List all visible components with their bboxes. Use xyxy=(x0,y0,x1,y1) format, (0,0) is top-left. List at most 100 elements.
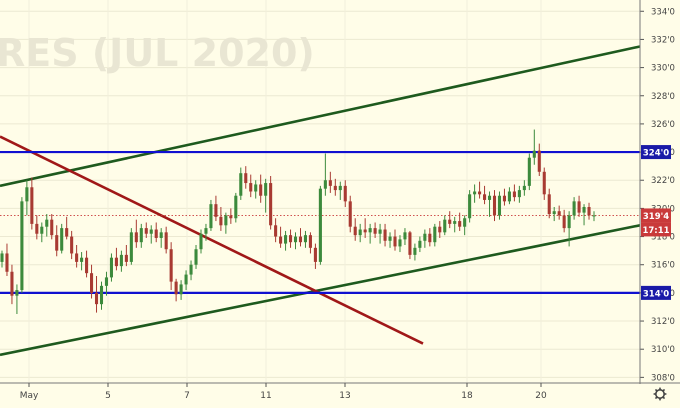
candle-body[interactable] xyxy=(30,187,34,224)
candle-body[interactable] xyxy=(139,228,143,243)
candle-body[interactable] xyxy=(398,239,402,247)
candle-body[interactable] xyxy=(483,194,487,200)
downtrend-line[interactable] xyxy=(0,135,424,345)
candle-body[interactable] xyxy=(164,232,168,250)
channel-upper-line[interactable] xyxy=(0,45,641,188)
candle-body[interactable] xyxy=(25,187,29,202)
candle-body[interactable] xyxy=(35,223,39,234)
candle-body[interactable] xyxy=(149,229,153,234)
candle-body[interactable] xyxy=(55,235,59,251)
candle-body[interactable] xyxy=(582,206,586,213)
candle-body[interactable] xyxy=(333,185,337,191)
candle-body[interactable] xyxy=(234,195,238,219)
candle-body[interactable] xyxy=(15,290,19,296)
candle-body[interactable] xyxy=(20,201,24,291)
candle-body[interactable] xyxy=(373,228,377,234)
candle-body[interactable] xyxy=(328,180,332,186)
candle-body[interactable] xyxy=(547,194,551,215)
candle-body[interactable] xyxy=(204,228,208,234)
candle-body[interactable] xyxy=(279,236,283,244)
candle-body[interactable] xyxy=(169,249,173,282)
candle-body[interactable] xyxy=(363,229,367,233)
candle-body[interactable] xyxy=(368,228,372,233)
candle-body[interactable] xyxy=(60,228,64,251)
candle-body[interactable] xyxy=(443,219,447,233)
candle-body[interactable] xyxy=(567,215,571,229)
candle-body[interactable] xyxy=(308,235,312,248)
candle-body[interactable] xyxy=(572,201,576,216)
candle-body[interactable] xyxy=(293,236,298,243)
candle-body[interactable] xyxy=(254,184,258,192)
candle-body[interactable] xyxy=(473,191,477,195)
candle-body[interactable] xyxy=(249,183,253,192)
candle-body[interactable] xyxy=(40,226,44,234)
candle-body[interactable] xyxy=(323,180,327,189)
candle-body[interactable] xyxy=(159,232,163,238)
candle-body[interactable] xyxy=(388,236,392,241)
candle-body[interactable] xyxy=(517,190,521,198)
candle-body[interactable] xyxy=(0,253,4,262)
candle-body[interactable] xyxy=(259,184,263,196)
candle-body[interactable] xyxy=(458,221,462,227)
candle-body[interactable] xyxy=(154,229,158,238)
candle-body[interactable] xyxy=(552,211,556,215)
candle-body[interactable] xyxy=(537,150,541,172)
candle-body[interactable] xyxy=(413,247,417,255)
candle-body[interactable] xyxy=(453,221,457,224)
candle-body[interactable] xyxy=(144,228,148,234)
candle-body[interactable] xyxy=(502,195,506,202)
candle-body[interactable] xyxy=(468,194,472,219)
candle-body[interactable] xyxy=(298,236,303,243)
candle-body[interactable] xyxy=(179,284,183,295)
candle-body[interactable] xyxy=(383,229,387,241)
candle-body[interactable] xyxy=(438,226,442,233)
candle-body[interactable] xyxy=(219,216,223,226)
candle-body[interactable] xyxy=(428,233,432,243)
candle-body[interactable] xyxy=(194,249,198,265)
candle-body[interactable] xyxy=(239,173,243,196)
candle-body[interactable] xyxy=(284,235,288,244)
candle-body[interactable] xyxy=(587,206,591,216)
candle-body[interactable] xyxy=(269,183,273,226)
candle-body[interactable] xyxy=(109,257,113,278)
candle-body[interactable] xyxy=(124,254,128,262)
candle-body[interactable] xyxy=(478,191,482,195)
candle-body[interactable] xyxy=(423,233,427,241)
candle-body[interactable] xyxy=(542,171,546,195)
candle-body[interactable] xyxy=(244,173,248,184)
candle-body[interactable] xyxy=(343,185,347,202)
candle-body[interactable] xyxy=(184,274,188,285)
candle-body[interactable] xyxy=(104,277,109,286)
candle-body[interactable] xyxy=(274,225,278,237)
candle-body[interactable] xyxy=(80,257,84,262)
candle-body[interactable] xyxy=(532,150,536,158)
candle-body[interactable] xyxy=(577,201,581,213)
candle-body[interactable] xyxy=(527,157,531,186)
candle-body[interactable] xyxy=(209,204,213,229)
candle-body[interactable] xyxy=(288,235,293,243)
candle-body[interactable] xyxy=(592,215,596,217)
candle-body[interactable] xyxy=(408,232,412,255)
candle-body[interactable] xyxy=(224,215,228,226)
candle-body[interactable] xyxy=(10,271,14,296)
candle-body[interactable] xyxy=(507,191,511,202)
candle-body[interactable] xyxy=(45,219,49,227)
candle-body[interactable] xyxy=(338,185,342,191)
candle-body[interactable] xyxy=(174,281,178,295)
candle-body[interactable] xyxy=(492,195,497,216)
candle-body[interactable] xyxy=(189,264,193,275)
candle-body[interactable] xyxy=(497,195,502,216)
candle-body[interactable] xyxy=(50,219,54,236)
candle-body[interactable] xyxy=(94,292,99,305)
candle-body[interactable] xyxy=(512,191,516,198)
candle-body[interactable] xyxy=(403,232,407,240)
candle-body[interactable] xyxy=(134,232,138,243)
candle-body[interactable] xyxy=(75,253,79,262)
candle-body[interactable] xyxy=(433,226,437,243)
candle-body[interactable] xyxy=(65,228,69,237)
candle-body[interactable] xyxy=(393,236,397,247)
candle-body[interactable] xyxy=(358,229,362,236)
candle-body[interactable] xyxy=(562,215,566,229)
